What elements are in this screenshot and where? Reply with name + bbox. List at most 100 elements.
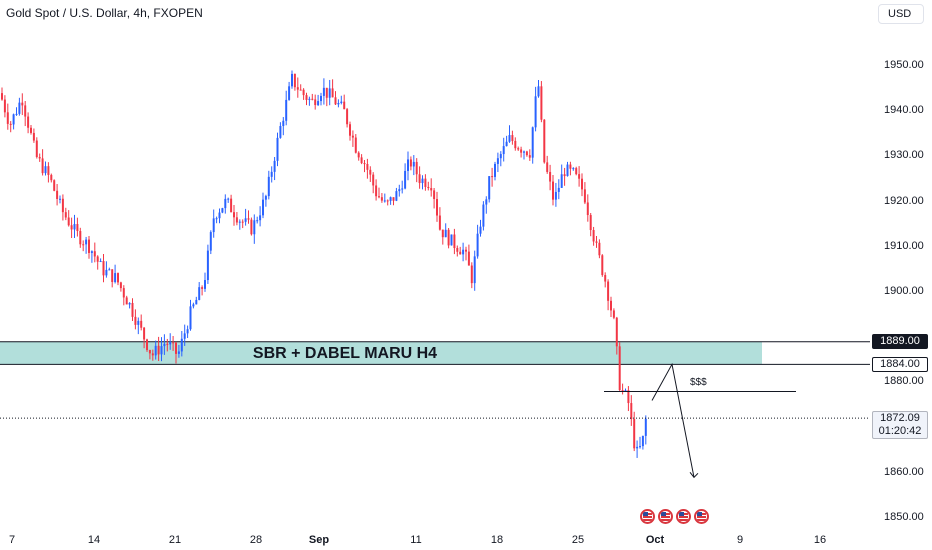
candle-body — [441, 229, 444, 238]
candle-body — [624, 390, 627, 392]
candle-body — [328, 88, 331, 98]
y-tick-label: 1910.00 — [884, 239, 924, 252]
candle-body — [412, 161, 415, 167]
candle-body — [563, 174, 566, 177]
candle-body — [41, 158, 44, 174]
candle-body — [189, 306, 192, 330]
candle-body — [215, 218, 218, 220]
candle-body — [24, 105, 27, 117]
candle-body — [102, 261, 105, 276]
candle-body — [636, 446, 639, 449]
candle-body — [389, 197, 392, 201]
candle-body — [430, 188, 433, 191]
candle-body — [467, 251, 470, 266]
candle-body — [346, 109, 349, 125]
candle-body — [230, 198, 233, 213]
x-tick-label: 18 — [490, 534, 504, 546]
y-tick-label: 1850.00 — [884, 511, 924, 523]
candle-body — [256, 220, 259, 222]
candle-body — [363, 163, 366, 165]
candle-body — [459, 251, 462, 255]
y-tick-label: 1880.00 — [884, 375, 924, 388]
liquidity-label: $$$ — [690, 377, 707, 388]
candle-body — [496, 158, 499, 164]
candle-body — [151, 353, 154, 356]
candle-body — [540, 86, 543, 120]
candle-body — [32, 132, 35, 141]
candle-body — [639, 446, 641, 448]
candle-body — [566, 164, 569, 177]
candle-body — [380, 197, 383, 201]
candle-body — [317, 101, 320, 106]
candle-body — [1, 93, 3, 100]
candle-body — [421, 178, 424, 184]
candle-body — [549, 171, 552, 182]
candle-body — [61, 198, 64, 213]
candle-body — [227, 198, 230, 200]
candle-body — [18, 102, 21, 114]
x-tick-label: 25 — [571, 534, 585, 546]
currency-button[interactable]: USD — [878, 4, 924, 24]
candle-body — [67, 217, 70, 226]
candle-body — [253, 220, 256, 235]
candle-body — [285, 99, 288, 121]
candle-body — [175, 342, 177, 354]
candle-body — [82, 244, 85, 246]
candle-body — [543, 119, 546, 163]
candle-body — [264, 196, 267, 200]
candle-body — [531, 127, 534, 158]
x-tick-label: Oct — [645, 534, 665, 546]
candle-body — [233, 212, 235, 218]
candle-body — [183, 333, 186, 339]
candle-body — [427, 186, 430, 189]
candle-body — [247, 218, 250, 220]
candle-body — [375, 185, 378, 197]
candle-body — [482, 204, 485, 227]
candle-body — [627, 390, 630, 404]
candle-body — [392, 197, 395, 201]
candle-body — [615, 317, 618, 347]
candle-body — [186, 329, 189, 334]
candle-body — [93, 251, 96, 257]
candle-body — [221, 208, 224, 213]
candle-body — [470, 265, 473, 284]
candle-body — [38, 157, 41, 159]
candle-body — [128, 302, 131, 305]
candle-body — [523, 151, 525, 153]
x-tick-label: 16 — [813, 534, 827, 546]
candle-body — [293, 73, 296, 88]
candle-body — [433, 190, 436, 200]
candle-body — [572, 168, 575, 170]
candle-body — [456, 248, 459, 252]
us-flag-event-icon[interactable] — [658, 509, 673, 524]
zone-bottom-price-tag: 1884.00 — [872, 357, 928, 372]
candle-body — [401, 188, 404, 190]
candle-body — [436, 199, 438, 216]
candle-body — [395, 191, 398, 201]
candle-body — [343, 101, 346, 110]
candle-body — [360, 157, 363, 164]
candle-body — [372, 174, 375, 186]
chart-title: Gold Spot / U.S. Dollar, 4h, FXOPEN — [6, 6, 203, 20]
candle-body — [180, 338, 183, 352]
candle-body — [204, 280, 206, 289]
zone-label: SBR + DABEL MARU H4 — [252, 345, 438, 362]
candle-body — [119, 282, 122, 289]
candle-body — [424, 178, 427, 187]
candle-body — [485, 199, 488, 205]
candle-body — [125, 297, 128, 305]
us-flag-event-icon[interactable] — [640, 509, 655, 524]
candle-body — [621, 389, 624, 391]
candle-body — [105, 269, 108, 276]
us-flag-event-icon[interactable] — [694, 509, 709, 524]
us-flag-event-icon[interactable] — [676, 509, 691, 524]
candle-body — [177, 351, 180, 354]
candle-body — [166, 343, 169, 345]
candle-body — [514, 140, 517, 149]
candle-body — [528, 155, 531, 158]
candles — [1, 70, 647, 458]
candle-body — [259, 215, 262, 221]
candle-body — [282, 120, 285, 127]
candle-body — [438, 215, 441, 230]
